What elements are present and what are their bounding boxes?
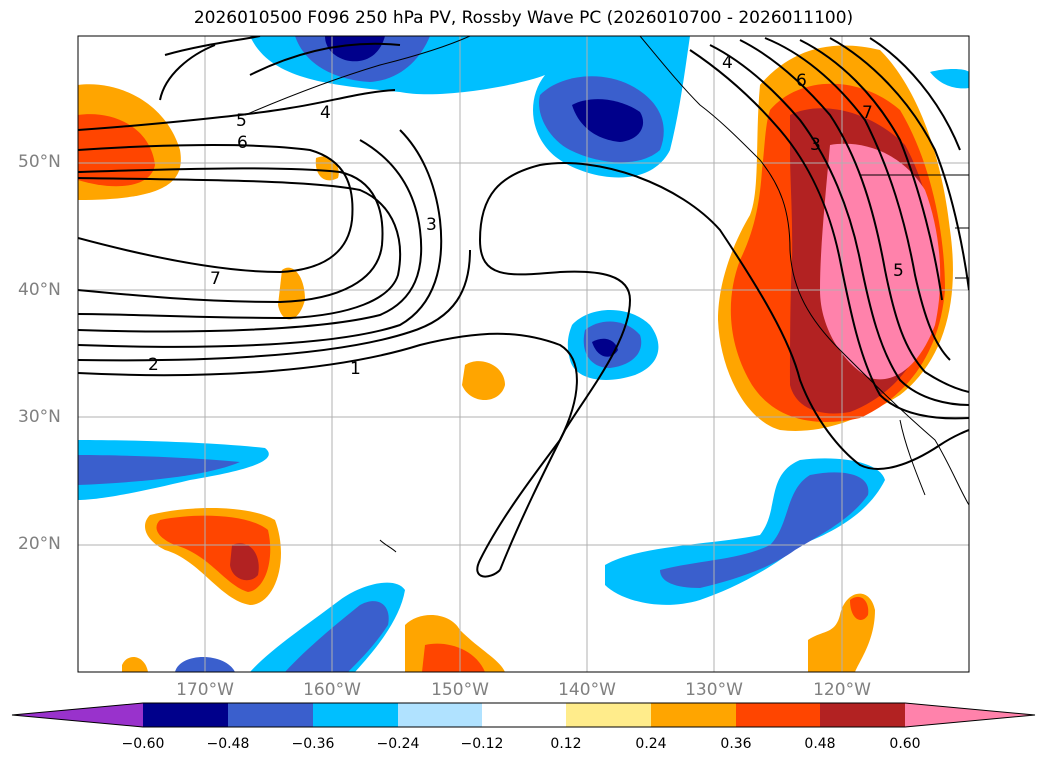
lon-label: 140°W (558, 680, 616, 700)
colorbar-tick-label: −0.60 (121, 736, 165, 752)
shading-negative (572, 99, 644, 142)
contour-line (78, 89, 396, 131)
contour-line (78, 129, 443, 348)
colorbar-outline (11, 702, 1036, 728)
contour-label: 6 (796, 71, 807, 91)
colorbar-tick-label: −0.12 (460, 736, 504, 752)
contour-label: 5 (893, 261, 904, 281)
colorbar-tick-label: 0.48 (804, 736, 836, 752)
shading-negative (285, 601, 389, 672)
contour-label: 4 (320, 103, 331, 123)
contour-line (478, 162, 969, 571)
contour-line (78, 249, 471, 362)
map-gridlines (78, 36, 969, 672)
contour-label: 5 (236, 111, 247, 131)
coastline-baja (899, 419, 926, 496)
shading-positive (850, 596, 869, 620)
colorbar-tick-label: −0.24 (376, 736, 420, 752)
contour-line (764, 37, 951, 361)
shading-positive (278, 267, 305, 320)
colorbar (11, 702, 1036, 728)
shading-positive (78, 114, 155, 187)
colorbar-segment (398, 703, 482, 727)
contour-line (78, 332, 578, 578)
shading-positive (122, 656, 148, 672)
contour-line (689, 49, 969, 420)
coastline-hawaii (379, 539, 397, 553)
shading-negative (325, 36, 385, 62)
contour-label: 6 (237, 133, 248, 153)
colorbar-tick-label: 0.24 (635, 736, 667, 752)
shading-negative (930, 69, 969, 89)
contour-line (78, 144, 354, 274)
shading-positive (422, 643, 485, 672)
lat-label: 50°N (18, 152, 61, 172)
lon-label: 160°W (303, 680, 361, 700)
colorbar-segment (566, 703, 651, 727)
lon-label: 120°W (813, 680, 871, 700)
shading-positive (820, 143, 941, 380)
contour-line (78, 177, 402, 320)
colorbar-tick-label: 0.12 (550, 736, 582, 752)
contour-line (78, 167, 384, 304)
contour-label: 7 (862, 103, 873, 123)
contour-line (799, 39, 943, 301)
colorbar-tick-label: −0.48 (206, 736, 250, 752)
contour-label: 4 (722, 53, 733, 73)
colorbar-extend-high (905, 703, 1035, 727)
contour-label: 1 (350, 359, 361, 379)
shading-positive (462, 361, 505, 400)
contour-line (249, 42, 401, 76)
colorbar-segment (228, 703, 313, 727)
contour-line (78, 139, 423, 333)
contour-label: 3 (426, 215, 437, 235)
colorbar-segment (736, 703, 820, 727)
shading-positive (315, 156, 339, 181)
pv-anomaly-fill (78, 36, 969, 672)
contour-line (164, 36, 261, 56)
colorbar-tick-label: 0.60 (889, 736, 921, 752)
contour-line (159, 44, 216, 101)
coastlines (244, 36, 969, 553)
colorbar-segment (143, 703, 228, 727)
lon-label: 150°W (431, 680, 489, 700)
contour-labels: 4 5 6 3 7 2 1 4 6 7 3 5 (148, 53, 904, 379)
shading-positive (230, 543, 259, 581)
contour-line (709, 44, 969, 406)
shading-negative (78, 455, 240, 485)
figure-title: 2026010500 F096 250 hPa PV, Rossby Wave … (193, 8, 854, 28)
lon-label: 170°W (176, 680, 234, 700)
border-state (955, 227, 969, 279)
shading-negative (592, 338, 618, 357)
colorbar-segment (313, 703, 398, 727)
plot-frame (77, 35, 970, 673)
lat-label: 40°N (18, 280, 61, 300)
pv-contours (78, 36, 969, 578)
contour-line (869, 37, 961, 151)
colorbar-tick-label: −0.36 (291, 736, 335, 752)
colorbar-tick-label: 0.36 (720, 736, 752, 752)
contour-label: 7 (210, 269, 221, 289)
contour-label: 2 (148, 355, 159, 375)
lat-label: 20°N (18, 534, 61, 554)
contour-label: 3 (810, 135, 821, 155)
colorbar-segment (651, 703, 736, 727)
contour-line (739, 39, 969, 393)
coastline-north-america (639, 36, 969, 506)
contour-line (829, 37, 969, 291)
colorbar-segment (482, 703, 566, 727)
shading-negative (660, 472, 869, 588)
colorbar-segment (820, 703, 905, 727)
coastline-alaska (244, 36, 471, 116)
lon-label: 130°W (685, 680, 743, 700)
lat-label: 30°N (18, 407, 61, 427)
colorbar-extend-low (12, 703, 143, 727)
